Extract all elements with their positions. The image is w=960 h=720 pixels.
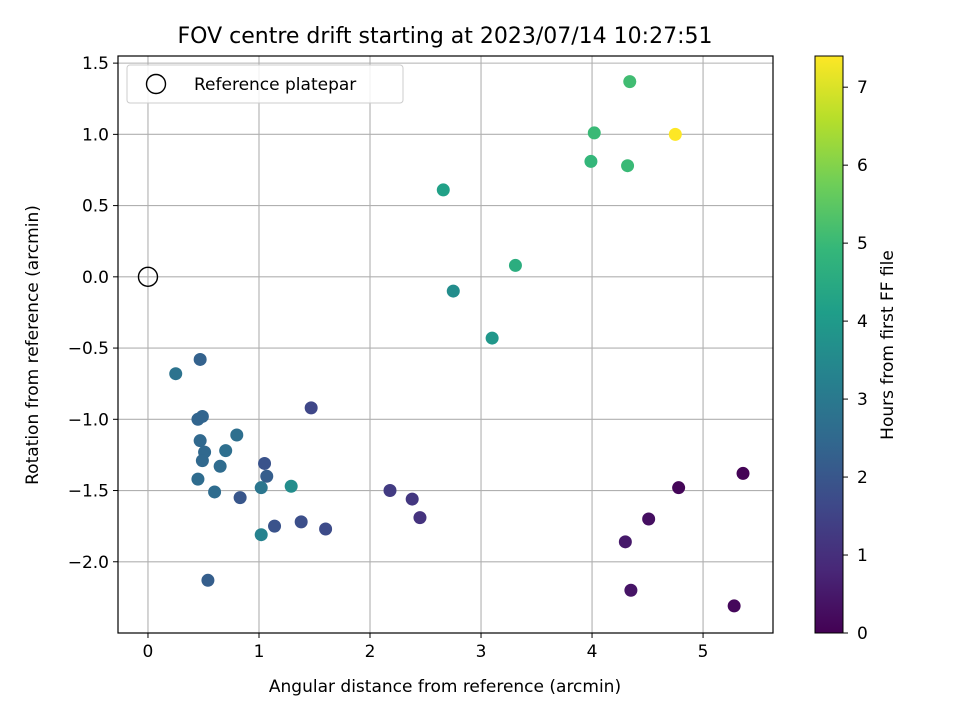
data-point [319,522,333,536]
y-tick-label: −2.0 [68,553,109,573]
y-tick-label: −1.0 [68,410,109,430]
data-point [195,454,209,468]
data-point [219,444,233,458]
colorbar-tick-label: 7 [857,78,868,98]
colorbar-ticks: 0 1 2 3 4 5 6 7 [843,78,868,644]
x-tick-label: 4 [587,642,598,662]
x-tick-label: 2 [365,642,376,662]
legend-box [126,64,404,104]
data-point [169,367,183,381]
y-tick-label: −1.5 [68,482,109,502]
x-tick-label: 3 [476,642,487,662]
legend-marker-reference [145,73,167,95]
data-point [260,469,274,483]
data-point [485,331,499,345]
x-tick-label: 1 [254,642,265,662]
colorbar-tick-label: 1 [857,546,868,566]
data-point [413,511,427,525]
colorbar-tick-label: 0 [857,624,868,644]
data-point [201,573,215,587]
grid-lines [118,56,773,633]
x-tick-label: 5 [698,642,709,662]
data-point [213,459,227,473]
y-tick-label: 0.5 [82,197,109,217]
data-point [254,528,268,542]
colorbar-tick-label: 4 [857,312,868,332]
data-point [436,183,450,197]
data-point [727,599,741,613]
data-point [294,515,308,529]
x-tick-label: 0 [143,642,154,662]
colorbar-label: Hours from first FF file [878,250,898,440]
data-point [508,258,522,272]
data-point [191,412,205,426]
reference-layer [137,266,159,288]
data-point [624,583,638,597]
y-tick-label: −0.5 [68,339,109,359]
plot-frame [117,55,774,634]
y-tick-label: 1.5 [82,54,109,74]
data-point [304,401,318,415]
data-point [736,466,750,480]
data-point [208,485,222,499]
data-point [668,127,682,141]
data-point [284,479,298,493]
colorbar-tick-label: 3 [857,390,868,410]
data-point [405,492,419,506]
data-point [254,481,268,495]
data-points [169,75,750,613]
y-tick-label: 0.0 [82,268,109,288]
y-axis-label: Rotation from reference (arcmin) [23,205,43,485]
data-point [584,154,598,168]
data-point [230,428,244,442]
data-point [193,434,207,448]
x-axis-label: Angular distance from reference (arcmin) [269,677,621,697]
data-point [587,126,601,140]
data-point [672,481,686,495]
data-point [446,284,460,298]
data-point [193,352,207,366]
reference-point-marker [137,266,159,288]
data-point [642,512,656,526]
legend-entry-reference: Reference platepar [194,75,356,95]
data-point [623,75,637,89]
x-axis-ticks: 0 1 2 3 4 5 [143,633,709,662]
data-point [258,456,272,470]
legend: Reference platepar [126,64,404,104]
data-point [618,535,632,549]
y-axis-ticks: −2.0 −1.5 −1.0 −0.5 0.0 0.5 1.0 1.5 [68,54,118,573]
data-point [621,159,635,173]
colorbar-tick-label: 2 [857,468,868,488]
colorbar-tick-label: 5 [857,234,868,254]
chart-title: FOV centre drift starting at 2023/07/14 … [178,24,713,49]
y-tick-label: 1.0 [82,125,109,145]
data-point [268,519,282,533]
data-point [383,484,397,498]
data-point [233,491,247,505]
colorbar-tick-label: 6 [857,156,868,176]
colorbar [814,55,844,634]
data-point [191,472,205,486]
